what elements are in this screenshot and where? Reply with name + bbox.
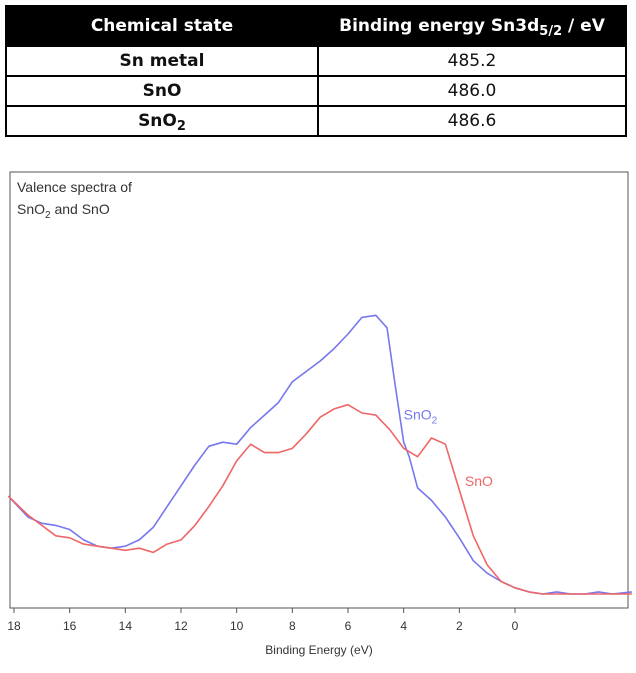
table-row: Sn metal 485.2 bbox=[5, 45, 627, 77]
x-tick-label: 0 bbox=[512, 619, 519, 633]
cell-energy: 486.6 bbox=[317, 105, 627, 137]
binding-energy-table: Chemical state Binding energy Sn3d5/2 / … bbox=[5, 5, 627, 137]
cell-state: Sn metal bbox=[5, 45, 319, 77]
plot-frame bbox=[9, 171, 629, 609]
series-line-1 bbox=[7, 403, 632, 595]
series-label-0: SnO2 bbox=[404, 406, 438, 426]
chart-canvas: Valence spectra of SnO2 and SnO 18 16 14 12… bbox=[7, 171, 632, 657]
cell-state: SnO bbox=[5, 75, 319, 107]
cell-energy: 485.2 bbox=[317, 45, 627, 77]
x-tick-label: 18 bbox=[7, 619, 21, 633]
x-tick-label: 16 bbox=[63, 619, 77, 633]
x-tick-label: 12 bbox=[174, 619, 188, 633]
table-header-row: Chemical state Binding energy Sn3d5/2 / … bbox=[5, 5, 627, 47]
x-tick-label: 4 bbox=[400, 619, 407, 633]
cell-energy: 486.0 bbox=[317, 75, 627, 107]
valence-spectra-chart: Valence spectra of SnO2 and SnO 18 16 14 12… bbox=[0, 158, 636, 673]
table-row: SnO 486.0 bbox=[5, 75, 627, 107]
x-tick-label: 6 bbox=[345, 619, 352, 633]
series-labels: SnO2 SnO bbox=[404, 406, 493, 489]
x-tick-label: 2 bbox=[456, 619, 463, 633]
x-axis-label: Binding Energy (eV) bbox=[265, 643, 372, 657]
series-lines bbox=[7, 314, 632, 595]
table-row: SnO2 486.6 bbox=[5, 105, 627, 137]
x-tick-label: 14 bbox=[119, 619, 133, 633]
x-tick-label: 10 bbox=[230, 619, 244, 633]
header-binding-energy: Binding energy Sn3d5/2 / eV bbox=[317, 5, 627, 47]
x-tick-label: 8 bbox=[289, 619, 296, 633]
x-axis-ticks: 18 16 14 12 10 8 6 4 2 0 bbox=[7, 608, 519, 633]
series-label-1: SnO bbox=[465, 473, 493, 489]
chart-title-line-2: SnO2 and SnO bbox=[17, 201, 110, 221]
header-chemical-state: Chemical state bbox=[5, 5, 319, 47]
cell-state: SnO2 bbox=[5, 105, 319, 137]
chart-title-line-1: Valence spectra of bbox=[17, 179, 132, 195]
